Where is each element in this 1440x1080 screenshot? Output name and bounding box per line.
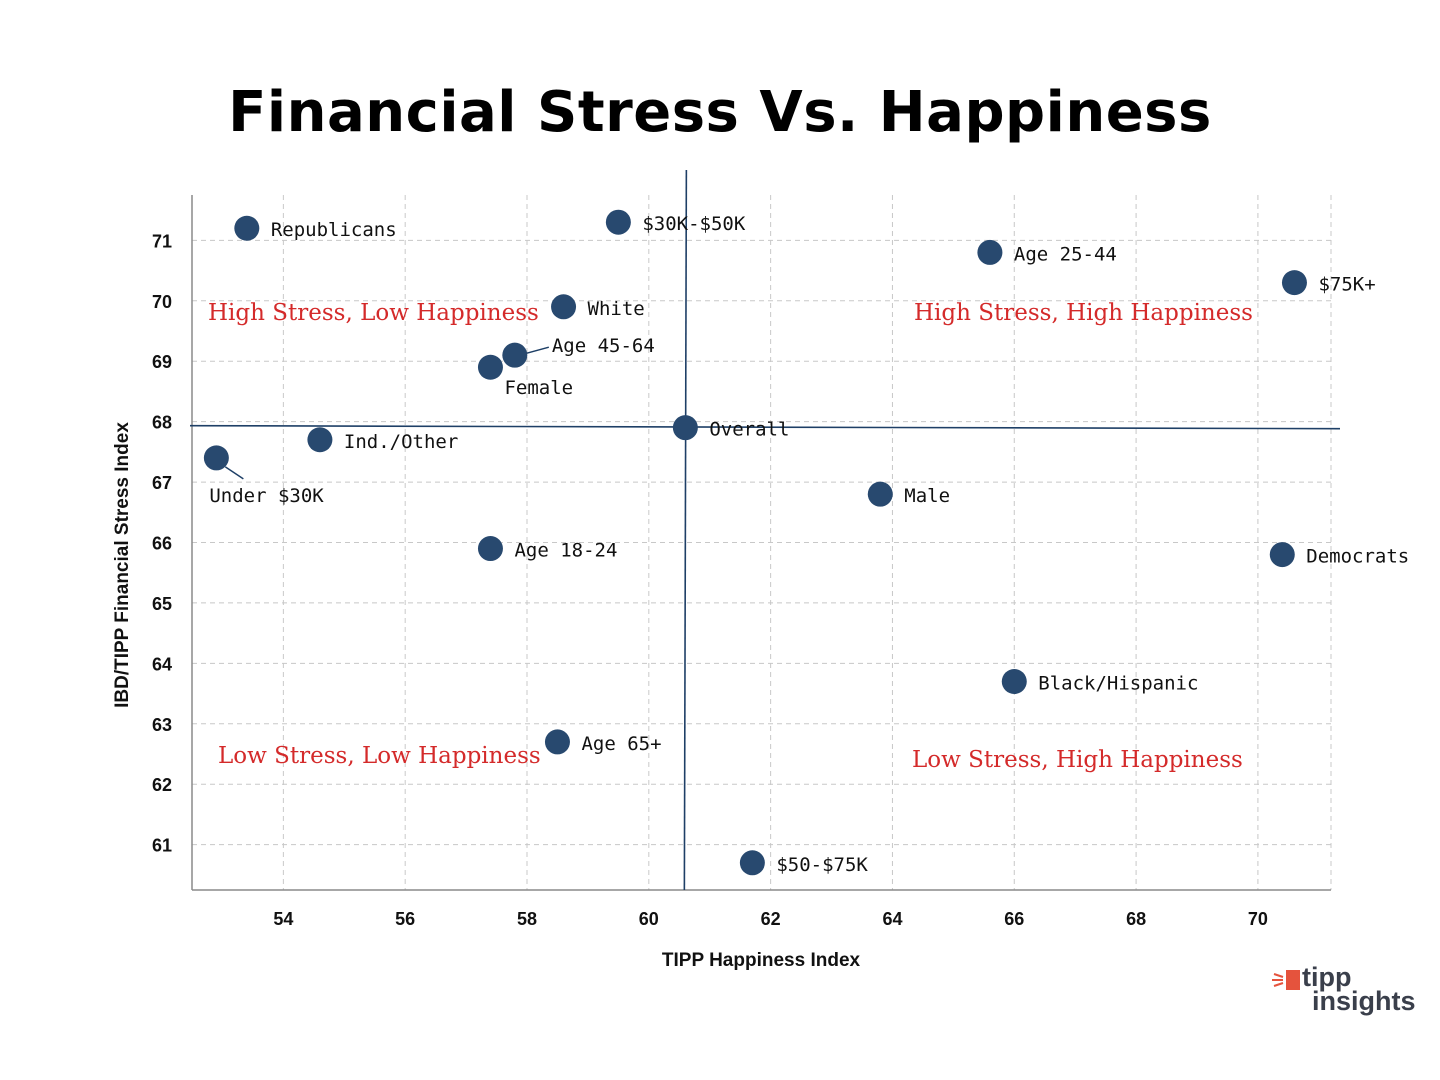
- point-label: Age 25-44: [1014, 243, 1117, 265]
- x-tick-label: 58: [517, 909, 537, 929]
- logo-mark-icon: [1272, 970, 1300, 990]
- point-label: White: [588, 298, 645, 320]
- data-point: [544, 729, 570, 755]
- x-tick-label: 66: [1004, 909, 1024, 929]
- chart-title: Financial Stress Vs. Happiness: [228, 80, 1212, 145]
- data-point: [977, 239, 1003, 265]
- data-point: [477, 354, 503, 380]
- y-tick-label: 63: [152, 715, 172, 735]
- data-point: [551, 294, 577, 320]
- quadrant-label: High Stress, Low Happiness: [208, 300, 539, 326]
- point-label: Age 45-64: [552, 335, 655, 357]
- y-tick-label: 68: [152, 413, 172, 433]
- point-label: $50-$75K: [776, 854, 868, 876]
- quadrant-label: Low Stress, Low Happiness: [218, 743, 541, 769]
- grid-lines: [192, 195, 1332, 890]
- point-label: Ind./Other: [344, 431, 458, 453]
- data-point: [502, 342, 528, 368]
- logo-line-1: tipp: [1302, 962, 1352, 992]
- y-tick-label: 66: [152, 534, 172, 554]
- y-tick-label: 65: [152, 594, 172, 614]
- point-label: Age 65+: [581, 733, 661, 755]
- x-axis-title: TIPP Happiness Index: [662, 950, 861, 971]
- point-label: Under $30K: [209, 485, 324, 507]
- point-label: Black/Hispanic: [1038, 673, 1198, 695]
- x-tick-label: 70: [1248, 909, 1268, 929]
- data-point: [1269, 542, 1295, 568]
- label-leader-line: [224, 466, 244, 480]
- label-leader-line: [526, 346, 550, 354]
- data-point: [307, 427, 333, 453]
- quadrant-labels: High Stress, Low Happiness High Stress, H…: [208, 300, 1253, 773]
- y-tick-label: 64: [152, 654, 172, 674]
- point-labels: Republicans $30K-$50K Age 25-44 $75K+ White A…: [209, 213, 1409, 876]
- tick-labels: 54 56 58 60 62 64 66 68 70 61 62 63 64 65 66 67 68 69 70 71: [152, 231, 1268, 929]
- data-point: [605, 209, 631, 235]
- data-point: [867, 481, 893, 507]
- point-label: Age 18-24: [514, 540, 617, 562]
- y-tick-label: 67: [152, 473, 172, 493]
- quadrant-label: High Stress, High Happiness: [914, 300, 1253, 326]
- x-tick-label: 68: [1126, 909, 1146, 929]
- quadrant-label: Low Stress, High Happiness: [912, 747, 1243, 773]
- data-point: [477, 536, 503, 562]
- data-point: [739, 850, 765, 876]
- data-point: [672, 415, 698, 441]
- point-label: Male: [904, 485, 950, 507]
- x-tick-label: 56: [395, 909, 415, 929]
- logo-line-2: insights: [1312, 986, 1416, 1016]
- data-point: [203, 445, 229, 471]
- x-tick-label: 54: [273, 909, 293, 929]
- y-tick-label: 71: [152, 231, 172, 251]
- y-tick-label: 62: [152, 775, 172, 795]
- data-point: [1001, 669, 1027, 694]
- reference-lines: [189, 169, 1341, 891]
- x-tick-label: 60: [639, 909, 659, 929]
- data-point: [1281, 270, 1307, 296]
- vertical-reference-line: [683, 169, 688, 891]
- data-point: [234, 215, 260, 241]
- x-tick-label: 64: [882, 909, 902, 929]
- point-label: Republicans: [271, 219, 397, 241]
- y-tick-label: 61: [152, 836, 172, 856]
- x-tick-label: 62: [761, 909, 781, 929]
- horizontal-reference-line: [189, 424, 1341, 430]
- data-points: [203, 209, 1307, 876]
- tipp-insights-logo: tipp insights: [1268, 962, 1428, 1022]
- point-label: Overall: [709, 419, 789, 441]
- point-label: $75K+: [1318, 274, 1375, 296]
- y-tick-label: 70: [152, 292, 172, 312]
- point-label: $30K-$50K: [642, 213, 746, 235]
- y-axis-title: IBD/TIPP Financial Stress Index: [112, 422, 133, 708]
- point-label: Female: [504, 377, 573, 399]
- point-label: Democrats: [1306, 546, 1409, 568]
- y-tick-label: 69: [152, 352, 172, 372]
- axes: [191, 195, 1331, 891]
